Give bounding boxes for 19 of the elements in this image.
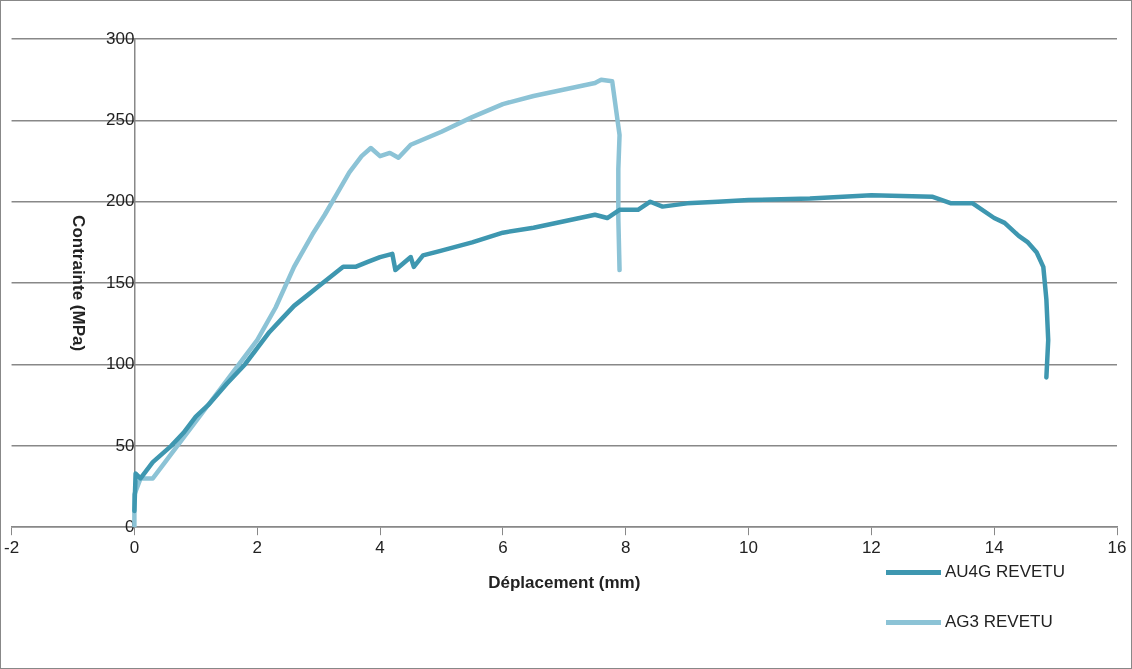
y-tick-label: 300 — [106, 28, 135, 48]
x-tick-label: 16 — [1107, 538, 1127, 558]
y-tick-label: 50 — [115, 435, 135, 455]
x-tick-label: 6 — [498, 538, 508, 558]
legend-label: AU4G REVETU — [945, 562, 1065, 582]
y-tick-label: 150 — [106, 272, 135, 292]
y-tick-label: 250 — [106, 110, 135, 130]
x-tick-label: -2 — [4, 538, 20, 558]
y-axis-title: Contrainte (MPa) — [69, 215, 89, 352]
x-axis-title: Déplacement (mm) — [488, 573, 641, 593]
y-tick-label: 200 — [106, 191, 135, 211]
x-tick-label: 8 — [620, 538, 631, 558]
x-tick-label: 4 — [375, 538, 385, 558]
y-tick-label: 100 — [106, 354, 135, 374]
x-tick-label: 14 — [984, 538, 1004, 558]
x-tick-label: 2 — [252, 538, 262, 558]
legend-label: AG3 REVETU — [945, 612, 1053, 632]
x-tick-label: 10 — [739, 538, 758, 558]
x-tick-label: 12 — [861, 538, 881, 558]
